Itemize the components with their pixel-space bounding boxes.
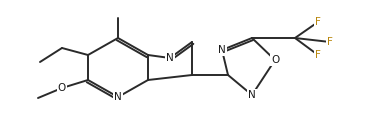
Text: F: F [327, 37, 333, 47]
Text: O: O [58, 83, 66, 93]
Text: N: N [218, 45, 226, 55]
Text: F: F [315, 17, 321, 27]
Text: N: N [166, 53, 174, 63]
Text: N: N [248, 90, 256, 100]
Text: O: O [271, 55, 279, 65]
Text: N: N [114, 92, 122, 102]
Text: F: F [315, 50, 321, 60]
